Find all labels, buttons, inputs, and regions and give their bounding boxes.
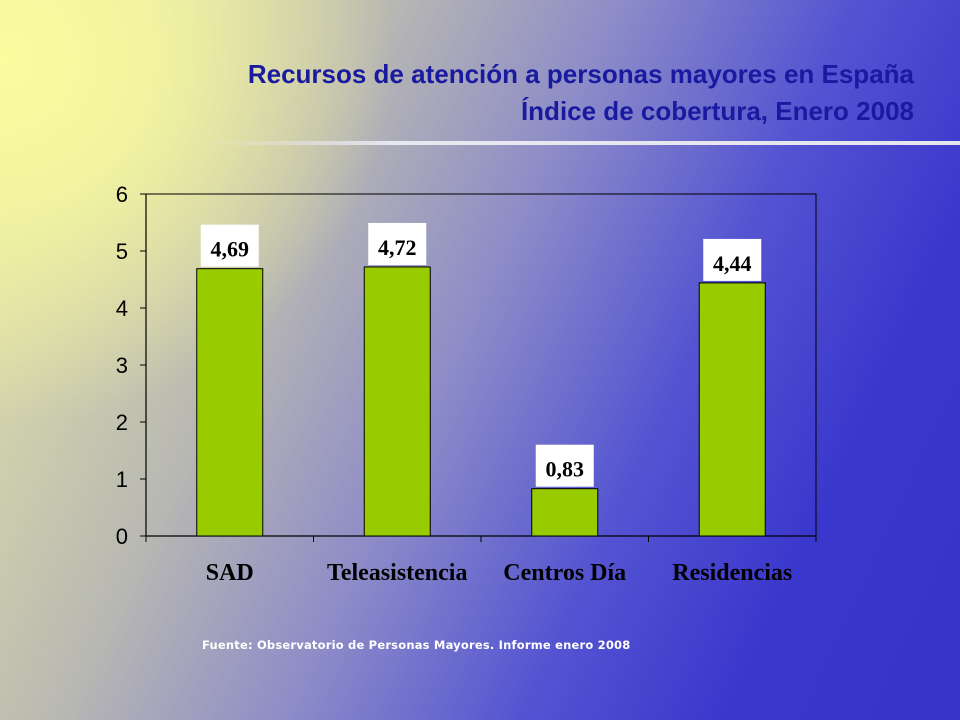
data-label: 0,83 [546,457,585,482]
x-axis: SAD Teleasistencia Centros Día Residencias [145,535,817,586]
bar [698,282,766,537]
data-labels: 4,69 4,72 0,83 4,44 [200,222,762,487]
data-label-box [703,238,762,281]
data-label: 4,44 [713,251,752,276]
bars [196,266,766,537]
data-label-box [368,222,427,265]
x-tick-label: Residencias [672,560,792,586]
x-tick-label: Teleasistencia [327,560,467,586]
x-tick-label: SAD [206,560,254,586]
y-tick-label: 6 [116,182,128,207]
bar [531,488,599,537]
data-label: 4,72 [378,235,417,260]
title-line-2: Índice de cobertura, Enero 2008 [520,96,914,126]
y-tick-label: 4 [116,296,128,321]
bar [363,266,431,537]
y-tick-label: 2 [116,410,128,435]
data-label-box [535,444,594,487]
x-tick-label: Centros Día [503,560,626,586]
y-axis: 0 1 2 3 4 5 6 [116,182,147,549]
data-label-box [200,224,259,267]
source-note: Fuente: Observatorio de Personas Mayores… [202,638,631,652]
bar [196,268,264,537]
y-tick-label: 0 [116,524,128,549]
y-tick-label: 3 [116,353,128,378]
y-tick-label: 5 [116,239,128,264]
title-line-1: Recursos de atención a personas mayores … [247,59,914,89]
y-tick-label: 1 [116,467,128,492]
title-underline [202,141,960,145]
slide-title: Recursos de atención a personas mayores … [248,56,914,130]
data-label: 4,69 [211,237,250,262]
